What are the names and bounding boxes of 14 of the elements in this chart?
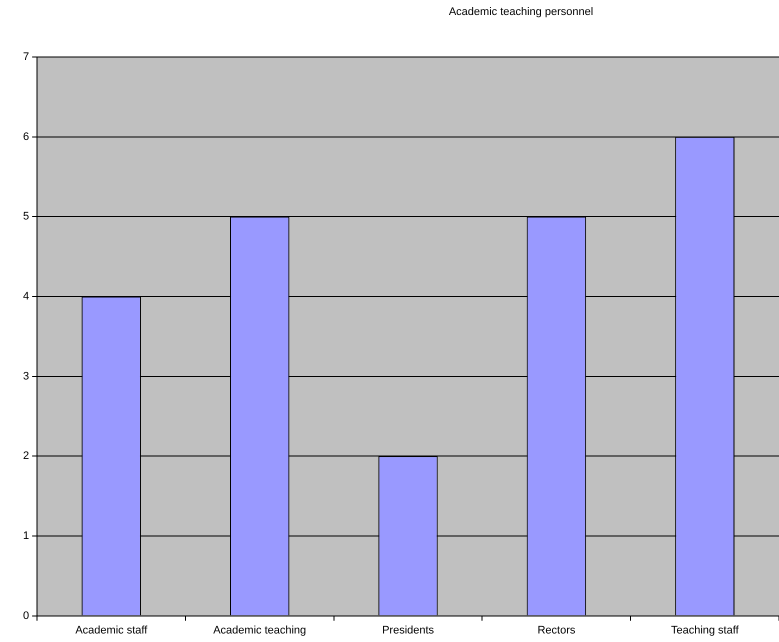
y-tick-label: 0 bbox=[22, 610, 30, 622]
y-tick-label: 1 bbox=[22, 530, 30, 542]
y-tick-label: 4 bbox=[22, 290, 30, 303]
x-tick-label: Academic staff bbox=[75, 624, 148, 636]
y-tick-label: 5 bbox=[22, 210, 30, 223]
y-tick-label: 6 bbox=[22, 130, 30, 143]
y-tick-label: 7 bbox=[22, 51, 30, 64]
y-tick-label: 2 bbox=[22, 450, 30, 462]
chart-title: Academic teaching personnel bbox=[448, 6, 594, 18]
x-tick-label: Academic teaching bbox=[213, 624, 306, 636]
y-tick-label: 3 bbox=[22, 370, 30, 382]
x-tick-label: Teaching staff bbox=[670, 624, 740, 636]
x-tick-label: Rectors bbox=[537, 624, 576, 636]
x-tick-label: Presidents bbox=[382, 624, 435, 636]
